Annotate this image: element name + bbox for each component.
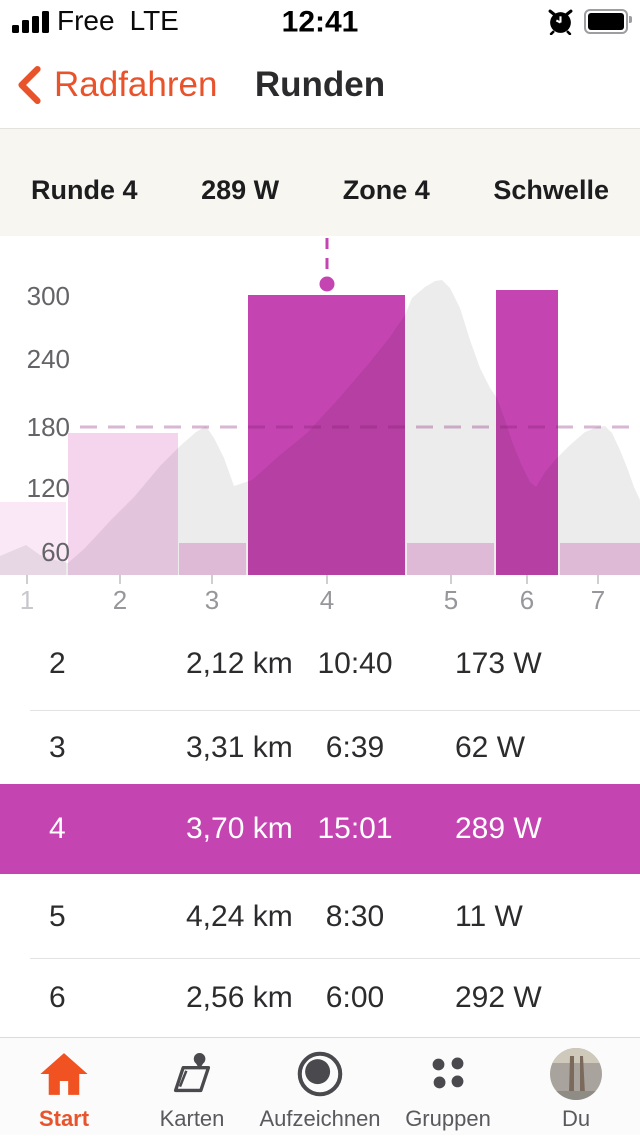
y-axis-label-180: 180	[27, 412, 70, 442]
power-bar-lap-1[interactable]	[0, 502, 66, 575]
lap-distance: 2,56 km	[186, 981, 293, 1014]
power-bar-lap-3[interactable]	[179, 543, 246, 575]
lap-power-chart: 300 240 180 120 60 1 2 3 4 5 6 7	[0, 236, 640, 612]
summary-zone: Zone 4	[342, 175, 430, 205]
lap-number: 6	[49, 981, 66, 1014]
lap-row-5[interactable]: 5 4,24 km 8:30 11 W	[0, 874, 640, 959]
y-axis-label-120: 120	[27, 473, 70, 503]
power-bar-lap-4[interactable]	[248, 295, 405, 575]
status-time: 12:41	[281, 5, 359, 39]
lap-time: 6:00	[325, 981, 385, 1014]
x-axis-label-3: 3	[205, 585, 219, 612]
power-bar-lap-2[interactable]	[68, 433, 178, 575]
chevron-left-icon	[18, 66, 41, 104]
lap-row-6[interactable]: 6 2,56 km 6:00 292 W	[0, 959, 640, 1037]
back-button-label: Radfahren	[54, 65, 218, 104]
tab-label: Karten	[159, 1106, 225, 1131]
x-axis-label-7: 7	[591, 585, 605, 612]
tab-aufzeichnen[interactable]: Aufzeichnen	[256, 1038, 384, 1135]
lap-distance: 2,12 km	[186, 646, 293, 680]
lap-summary-bar: Runde 4 289 W Zone 4 Schwelle	[0, 128, 640, 236]
lap-power-chart-canvas: 300 240 180 120 60 1 2 3 4 5 6 7	[0, 238, 640, 612]
lap-distance: 3,31 km	[186, 730, 293, 764]
lap-time: 10:40	[317, 646, 393, 680]
x-axis-label-4: 4	[320, 585, 334, 612]
lap-number: 4	[49, 812, 66, 845]
home-icon	[40, 1053, 88, 1095]
record-icon	[297, 1051, 343, 1097]
x-axis-label-2: 2	[113, 585, 127, 612]
tab-gruppen[interactable]: Gruppen	[384, 1038, 512, 1135]
summary-lap: Runde 4	[31, 175, 138, 205]
lap-power: 289 W	[455, 812, 542, 845]
back-button[interactable]: Radfahren	[0, 65, 217, 105]
profile-avatar	[550, 1048, 602, 1100]
tab-label: Gruppen	[405, 1106, 491, 1131]
summary-zone-name: Schwelle	[493, 175, 609, 205]
selected-lap-cursor-dot	[319, 276, 335, 292]
tab-start[interactable]: Start	[0, 1038, 128, 1135]
y-axis-label-240: 240	[27, 344, 70, 374]
lap-row-2[interactable]: 2 2,12 km 10:40 173 W	[0, 616, 640, 711]
alarm-icon	[548, 9, 573, 35]
tab-label: Aufzeichnen	[259, 1106, 381, 1131]
network-type-label: LTE	[129, 5, 179, 36]
tab-label: Du	[561, 1106, 591, 1131]
y-axis-label-60: 60	[41, 537, 70, 567]
lap-number: 5	[49, 899, 66, 933]
lap-time: 8:30	[325, 899, 385, 933]
x-axis-label-6: 6	[520, 585, 534, 612]
summary-power: 289 W	[201, 175, 280, 205]
lap-distance: 4,24 km	[186, 899, 293, 933]
groups-icon	[432, 1057, 464, 1089]
elevation-profile-area	[0, 280, 640, 575]
power-bar-lap-5[interactable]	[407, 543, 494, 575]
lap-power: 173 W	[455, 646, 542, 680]
signal-strength-icon	[12, 11, 49, 33]
lap-time: 6:39	[325, 730, 385, 764]
lap-row-3[interactable]: 3 3,31 km 6:39 62 W	[0, 711, 640, 784]
lap-distance: 3,70 km	[186, 812, 293, 845]
tab-du[interactable]: Du	[512, 1038, 640, 1135]
navigation-header: Radfahren Runden	[0, 42, 640, 128]
page-title: Runden	[254, 65, 386, 104]
lap-power: 11 W	[455, 899, 523, 933]
status-bar: Free LTE 12:41	[0, 0, 640, 42]
lap-row-4[interactable]: 4 3,70 km 15:01 289 W	[0, 784, 640, 874]
power-bar-lap-7[interactable]	[560, 543, 640, 575]
lap-power: 62 W	[455, 730, 526, 764]
tab-label: Start	[38, 1106, 90, 1131]
x-axis-label-1: 1	[20, 585, 34, 612]
maps-icon	[173, 1053, 211, 1093]
carrier-label: Free	[57, 5, 115, 36]
x-axis-label-5: 5	[444, 585, 458, 612]
lap-number: 3	[49, 730, 66, 764]
tab-karten[interactable]: Karten	[128, 1038, 256, 1135]
lap-power: 292 W	[455, 981, 542, 1014]
lap-number: 2	[49, 646, 66, 680]
bottom-tab-bar: Start Karten Aufzeichnen Gruppen Du	[0, 1037, 640, 1135]
lap-table: 2 2,12 km 10:40 173 W 3 3,31 km 6:39 62 W 4 3,70 …	[0, 612, 640, 1037]
power-bar-lap-6[interactable]	[496, 290, 558, 575]
lap-time: 15:01	[317, 812, 393, 845]
y-axis-label-300: 300	[27, 281, 70, 311]
battery-icon	[584, 8, 632, 34]
